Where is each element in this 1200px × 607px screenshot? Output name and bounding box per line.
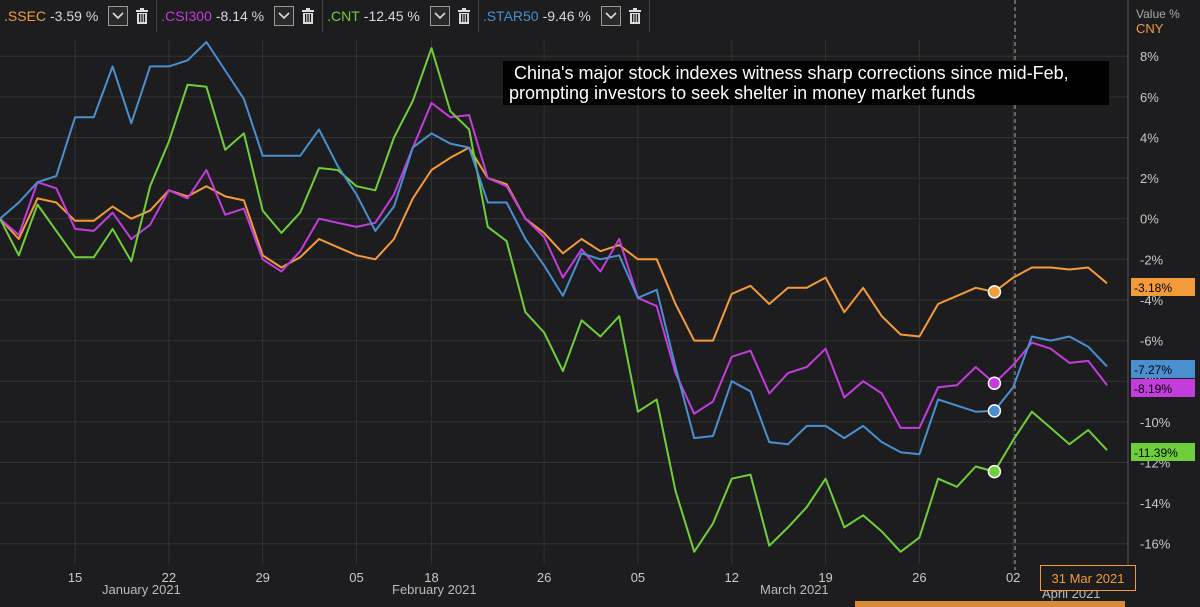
cursor-date-box: 31 Mar 2021: [1040, 565, 1136, 591]
end-value-label: -8.19%: [1134, 382, 1172, 396]
series-line-cnt: [0, 47, 1108, 553]
y-tick-label: -16%: [1140, 537, 1171, 552]
series-line-star50: [0, 41, 1108, 456]
y-tick-label: -2%: [1140, 252, 1164, 267]
axis-currency-label: CNY: [1136, 21, 1164, 36]
trash-icon[interactable]: [300, 7, 316, 25]
legend-item-cnt[interactable]: .CNT -12.45 %: [323, 0, 479, 32]
x-tick-label: 18: [424, 570, 438, 585]
y-tick-label: -4%: [1140, 293, 1164, 308]
legend-value: -9.46 %: [542, 8, 591, 24]
chevron-down-icon[interactable]: [108, 6, 129, 26]
legend-item-ssec[interactable]: .SSEC -3.59 %: [0, 0, 158, 32]
y-tick-label: -10%: [1140, 415, 1171, 430]
x-tick-label: 26: [912, 570, 926, 585]
end-value-badge: [1131, 360, 1195, 378]
axis-unit-label: Value %: [1136, 7, 1180, 21]
month-label-february: February 2021: [392, 582, 477, 597]
chevron-down-icon[interactable]: [274, 6, 295, 26]
x-tick-label: 12: [725, 570, 739, 585]
y-tick-label: -14%: [1140, 496, 1171, 511]
end-value-label: -3.18%: [1134, 281, 1172, 295]
legend-ric: .CNT: [327, 8, 360, 24]
chevron-down-icon[interactable]: [600, 6, 621, 26]
legend-bar: .SSEC -3.59 % .CSI300 -8.14 % .CNT -12.4…: [0, 0, 650, 34]
series-marker-ssec: [987, 285, 1002, 299]
chevron-down-icon[interactable]: [429, 6, 450, 26]
end-value-badge: [1131, 443, 1195, 461]
chart-annotation: China's major stock indexes witness shar…: [503, 61, 1109, 105]
x-tick-label: 22: [162, 570, 176, 585]
x-tick-label: 29: [255, 570, 269, 585]
legend-ric: .CSI300: [161, 8, 212, 24]
trash-icon[interactable]: [627, 7, 643, 25]
y-tick-label: 2%: [1140, 171, 1159, 186]
end-value-badge: [1131, 278, 1195, 296]
annotation-line-1: China's major stock indexes witness shar…: [509, 63, 1069, 83]
legend-value: -3.59 %: [50, 8, 99, 24]
y-tick-label: 6%: [1140, 90, 1159, 105]
legend-value: -8.14 %: [215, 8, 265, 24]
end-value-badge: [1131, 379, 1195, 397]
legend-item-star50[interactable]: .STAR50 -9.46 %: [478, 0, 650, 32]
x-tick-label: 15: [68, 570, 82, 585]
end-value-label: -11.39%: [1134, 446, 1178, 460]
annotation-line-2: prompting investors to seek shelter in m…: [509, 83, 976, 103]
month-label-january: January 2021: [102, 582, 181, 597]
y-tick-label: 8%: [1140, 49, 1159, 64]
x-tick-label: 02: [1006, 570, 1020, 585]
y-tick-label: 0%: [1140, 212, 1159, 227]
legend-value: -12.45 %: [363, 8, 420, 24]
end-value-label: -7.27%: [1134, 363, 1172, 377]
series-marker-star50: [987, 404, 1002, 418]
x-tick-label: 19: [818, 570, 832, 585]
trash-icon[interactable]: [456, 7, 472, 25]
legend-ric: .STAR50: [482, 8, 539, 24]
legend-ric: .SSEC: [4, 8, 47, 24]
month-label-march: March 2021: [760, 582, 829, 597]
legend-item-csi300[interactable]: .CSI300 -8.14 %: [157, 0, 324, 32]
series-marker-csi300: [987, 376, 1002, 390]
x-tick-label: 05: [631, 570, 645, 585]
y-tick-label: -6%: [1140, 334, 1164, 349]
series-line-csi300: [0, 102, 1108, 429]
series-marker-cnt: [987, 464, 1002, 479]
x-tick-label: 26: [537, 570, 551, 585]
x-tick-label: 05: [349, 570, 363, 585]
y-tick-label: 4%: [1140, 130, 1159, 145]
trash-icon[interactable]: [134, 7, 150, 25]
timeline-scroll-handle[interactable]: [855, 601, 1125, 607]
series-line-ssec: [0, 146, 1108, 342]
